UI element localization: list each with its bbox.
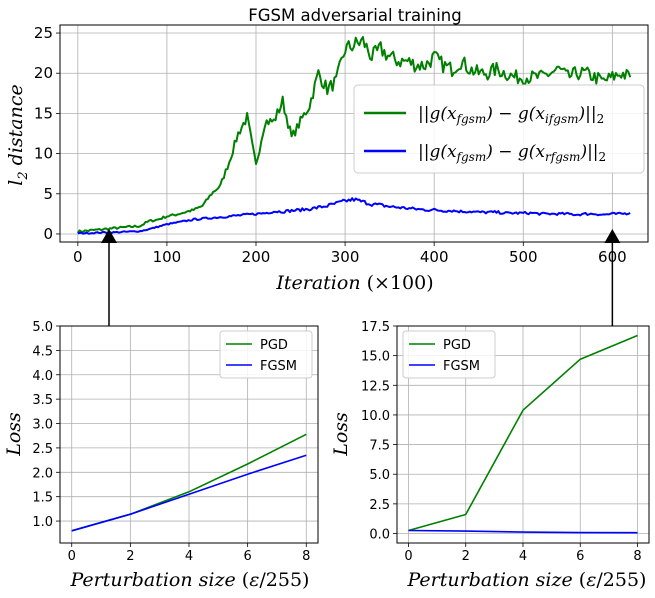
bl-ytick-label: 3.0	[32, 418, 53, 433]
svg-text:Perturbation size (ε/255): Perturbation size (ε/255)	[70, 569, 310, 591]
bottom-right-ylabel: Loss	[330, 412, 352, 457]
br-xtick-label: 6	[576, 549, 584, 564]
bl-ytick-label: 5.0	[32, 320, 53, 335]
top-ytick-label: 25	[34, 24, 53, 42]
bottom-left-legend: PGD FGSM	[219, 330, 313, 379]
bl-ytick-label: 3.5	[32, 393, 53, 408]
arrow-head-left	[101, 229, 117, 243]
bl-xtick-label: 6	[243, 549, 251, 564]
br-xtick-label: 2	[462, 549, 470, 564]
bl-ytick-label: 4.5	[32, 344, 53, 359]
bottom-left-xlabel: Perturbation size (ε/255)	[70, 569, 310, 591]
top-series-line-green	[77, 36, 632, 234]
top-chart-xlabel: Iteration (×100)	[275, 272, 433, 294]
bl-ytick-label: 1.0	[32, 515, 53, 530]
svg-text:Loss: Loss	[3, 412, 25, 457]
top-xtick-label: 0	[73, 248, 83, 266]
top-ytick-label: 15	[34, 104, 53, 122]
bottom-left-legend-pgd: PGD	[260, 338, 288, 353]
arrow-head-right	[604, 229, 621, 243]
top-chart-frame	[59, 24, 649, 243]
bottom-right-legend-fgsm: FGSM	[443, 359, 480, 374]
top-chart-ylabel: l2 distance	[5, 84, 31, 185]
br-xtick-label: 8	[633, 549, 641, 564]
bl-xtick-label: 8	[302, 549, 310, 564]
br-xtick-label: 0	[404, 549, 412, 564]
top-ytick-label: 5	[43, 185, 53, 203]
br-ytick-label: 15.0	[361, 350, 390, 365]
top-ytick-label: 10	[34, 145, 53, 163]
top-xtick-label: 500	[509, 248, 538, 266]
br-ytick-label: 10.0	[361, 409, 390, 424]
svg-text:l2 distance: l2 distance	[5, 84, 31, 185]
top-chart-title: FGSM adversarial training	[248, 6, 461, 25]
bl-xtick-label: 4	[185, 549, 193, 564]
br-ytick-label: 7.5	[369, 439, 390, 454]
bottom-right-legend-pgd: PGD	[443, 338, 471, 353]
bl-xtick-label: 0	[68, 549, 76, 564]
top-xtick-label: 400	[420, 248, 449, 266]
br-ytick-label: 12.5	[361, 379, 390, 394]
top-series-line-blue	[77, 197, 631, 235]
br-ytick-label: 17.5	[361, 320, 390, 335]
bl-ytick-label: 2.0	[32, 466, 53, 481]
svg-text:Iteration (×100): Iteration (×100)	[275, 272, 433, 294]
bl-ytick-label: 4.0	[32, 369, 53, 384]
br-ytick-label: 0.0	[369, 528, 390, 543]
top-xtick-label: 300	[331, 248, 360, 266]
bottom-right-chart: 0 2 4 6 8 0.0 2.5 5.0 7.5 10.0 12.5 15.0 17.5 Loss P…	[330, 320, 650, 591]
top-chart-legend: ||g(xfgsm) − g(xifgsm)||2 ||g(xfgsm) − g…	[353, 84, 645, 174]
top-ytick-label: 0	[43, 225, 53, 243]
bottom-left-chart: 0 2 4 6 8 1.0 1.5 2.0 2.5 3.0 3.5 4.0 4.5 5.0 Loss Pe…	[3, 320, 319, 591]
br-xtick-label: 4	[519, 549, 527, 564]
bl-ytick-label: 2.5	[32, 442, 53, 457]
zoom-arrows	[101, 229, 621, 326]
svg-text:Perturbation size (ε/255): Perturbation size (ε/255)	[407, 569, 647, 591]
br-series-line-green	[408, 334, 638, 532]
top-xtick-label: 100	[153, 248, 182, 266]
bottom-left-ylabel: Loss	[3, 412, 25, 457]
bl-series-line-blue	[71, 454, 307, 532]
svg-text:Loss: Loss	[330, 412, 352, 457]
top-xtick-label: 200	[242, 248, 271, 266]
bottom-right-legend: PGD FGSM	[402, 330, 496, 379]
bl-xtick-label: 2	[126, 549, 134, 564]
bottom-left-legend-fgsm: FGSM	[260, 359, 297, 374]
br-ytick-label: 5.0	[369, 468, 390, 483]
bl-ytick-label: 1.5	[32, 491, 53, 506]
bottom-right-xlabel: Perturbation size (ε/255)	[407, 569, 647, 591]
top-chart: FGSM adversarial training 0 100 200 300 400 5…	[5, 6, 649, 294]
br-series-line-blue	[408, 529, 638, 534]
top-ytick-label: 20	[34, 64, 53, 82]
br-ytick-label: 2.5	[369, 498, 390, 513]
